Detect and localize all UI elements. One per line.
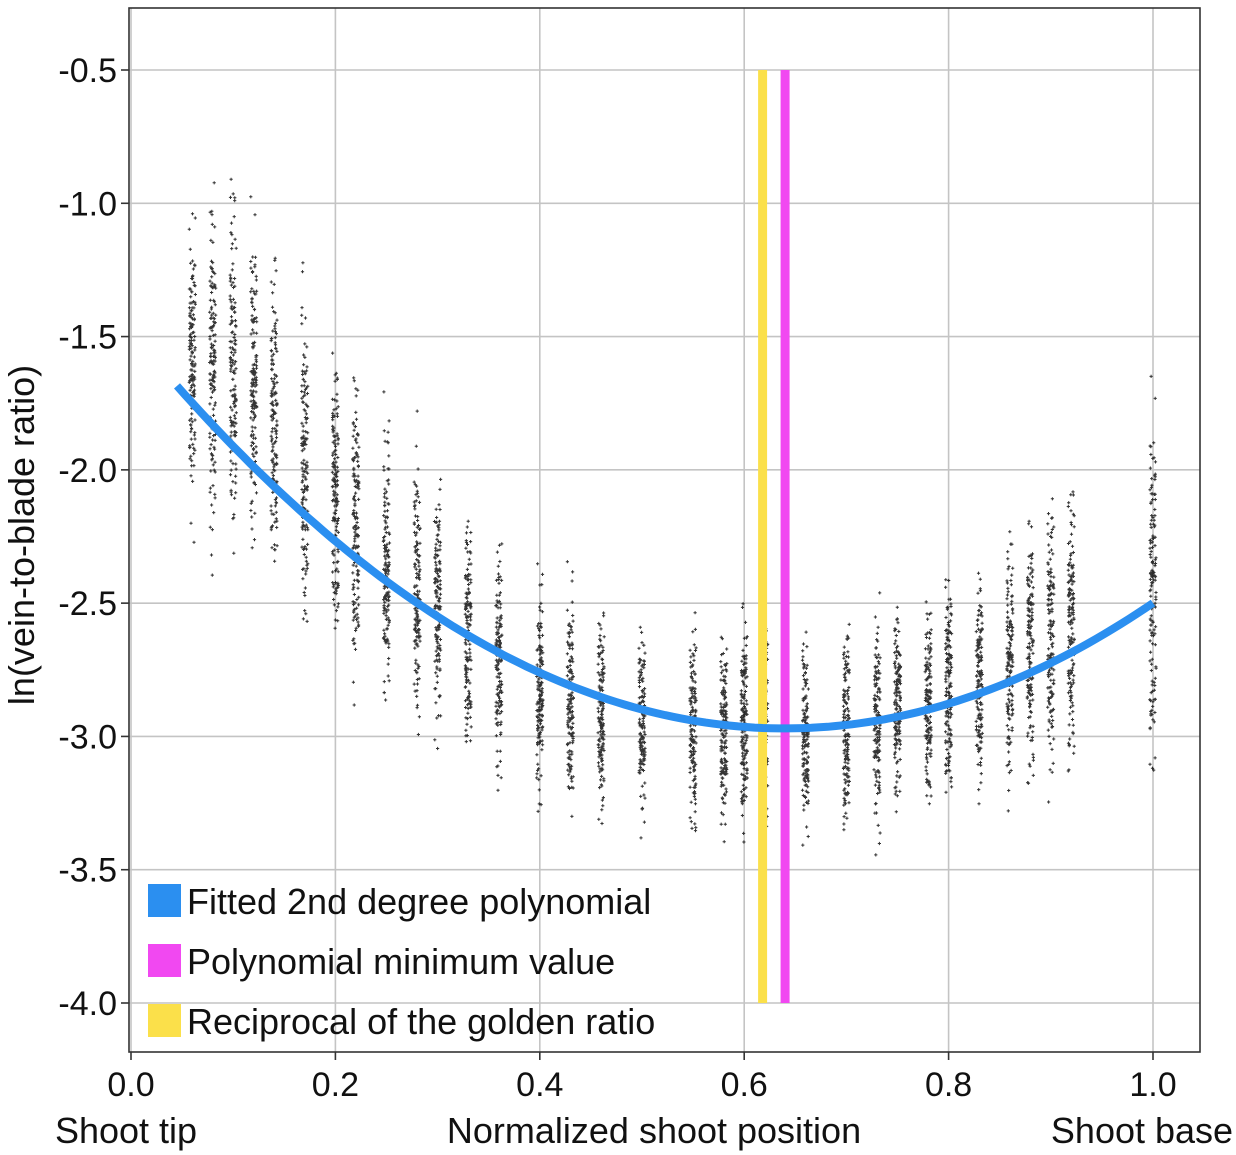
x-axis-right-end-label: Shoot base (1051, 1110, 1233, 1151)
scatter-column (596, 611, 606, 826)
scatter-column (1046, 497, 1056, 804)
scatter-column (494, 542, 504, 792)
scatter-column (800, 630, 811, 847)
scatter-points (187, 177, 1158, 857)
scatter-column (351, 376, 361, 707)
legend-swatch-polynomial (148, 884, 181, 917)
legend-label-golden-ratio: Reciprocal of the golden ratio (187, 1001, 655, 1042)
y-tick-label: -3.0 (58, 718, 117, 756)
scatter-column (300, 261, 310, 623)
scatter-column (637, 625, 647, 840)
y-tick-label: -0.5 (58, 52, 117, 90)
legend-label-minimum: Polynomial minimum value (187, 941, 615, 982)
grid (129, 8, 1200, 1052)
x-tick-label: 0.6 (721, 1066, 768, 1104)
y-tick-label: -4.0 (58, 985, 117, 1023)
scatter-column (228, 177, 238, 555)
x-axis-ticks: 0.0 0.2 0.4 0.6 0.8 1.0 (107, 1052, 1177, 1104)
vline-polynomial-minimum (780, 70, 790, 1003)
y-tick-label: -1.0 (58, 185, 117, 223)
scatter-column (923, 600, 933, 806)
vline-golden-ratio (758, 70, 768, 1003)
legend-swatch-minimum (148, 944, 181, 977)
plot-frame (128, 7, 1201, 1053)
scatter-column (249, 195, 259, 550)
legend: Fitted 2nd degree polynomial Polynomial … (148, 881, 655, 1042)
legend-swatch-golden-ratio (148, 1004, 181, 1037)
scatter-column (974, 571, 984, 806)
x-tick-label: 1.0 (1129, 1066, 1176, 1104)
y-tick-label: -3.5 (58, 852, 117, 890)
scatter-column (719, 635, 729, 844)
scatter-column (688, 611, 698, 833)
scatter-column (412, 409, 422, 737)
scatter-column (1148, 374, 1158, 772)
y-tick-label: -2.0 (58, 452, 117, 490)
x-axis-label: Normalized shoot position (447, 1110, 861, 1151)
scatter-column (535, 562, 545, 813)
scatter-column (1066, 490, 1076, 773)
x-tick-label: 0.4 (516, 1066, 563, 1104)
x-tick-label: 0.8 (925, 1066, 972, 1104)
scatter-column (565, 560, 575, 818)
scatter-column (269, 256, 279, 563)
scatter-column (187, 212, 197, 544)
scatter-column (381, 390, 392, 702)
x-tick-label: 0.0 (107, 1066, 154, 1104)
fitted-curve (174, 383, 1156, 733)
fitted-polynomial-curve (174, 383, 1156, 733)
y-axis-ticks: -0.5 -1.0 -1.5 -2.0 -2.5 -3.0 -3.5 -4.0 (58, 52, 129, 1023)
x-tick-label: 0.2 (312, 1066, 359, 1104)
scatter-column (1025, 519, 1035, 785)
vertical-lines (758, 70, 790, 1003)
legend-label-polynomial: Fitted 2nd degree polynomial (187, 881, 651, 922)
scatter-column (841, 622, 851, 832)
y-axis-label: ln(vein-to-blade ratio) (1, 365, 42, 705)
y-tick-label: -2.5 (58, 585, 117, 623)
scatter-column (892, 605, 903, 814)
scatter-column (1005, 530, 1015, 813)
y-tick-label: -1.5 (58, 319, 117, 357)
x-axis-left-end-label: Shoot tip (55, 1110, 197, 1151)
scatter-column (208, 181, 218, 577)
